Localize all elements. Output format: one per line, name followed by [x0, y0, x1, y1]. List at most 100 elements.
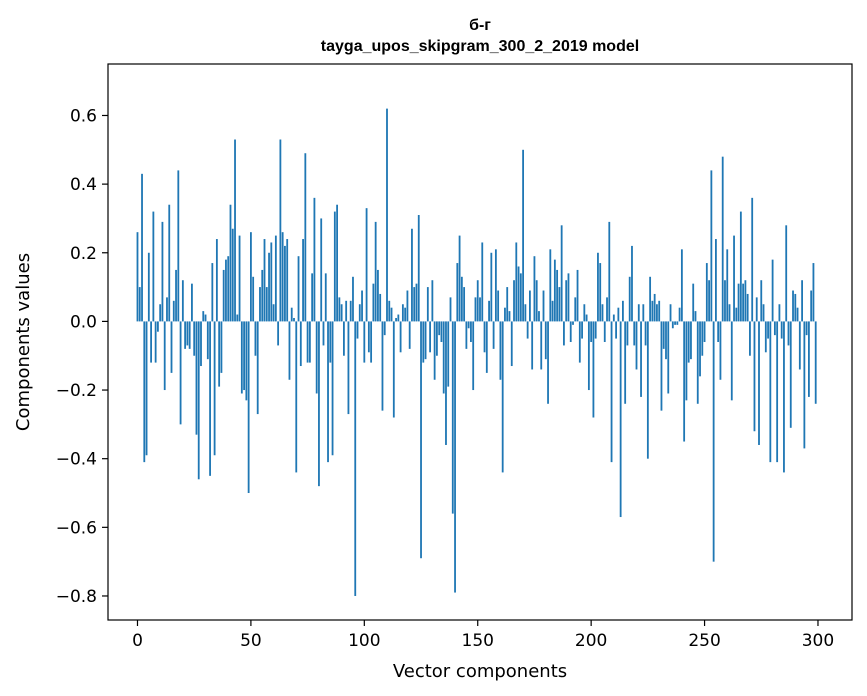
bar [715, 239, 717, 322]
bar [227, 256, 230, 322]
x-axis-label: Vector components [393, 661, 567, 682]
bar [479, 297, 481, 322]
bar [265, 287, 268, 322]
bar [367, 321, 370, 353]
bar [159, 304, 162, 322]
x-tick-label: 0 [132, 631, 143, 651]
bar [374, 221, 377, 322]
bar [315, 321, 318, 394]
bar [685, 321, 688, 401]
bar [481, 242, 484, 322]
bar [245, 321, 248, 401]
bar [635, 321, 638, 370]
bar [810, 290, 813, 322]
bar [324, 273, 327, 322]
bar [569, 321, 572, 342]
bar [764, 321, 767, 353]
bar [413, 287, 416, 322]
bar [690, 321, 692, 360]
bar [202, 311, 205, 322]
bar [610, 321, 613, 463]
bar [145, 321, 148, 456]
bar [649, 276, 652, 322]
bar [370, 321, 373, 363]
bar [188, 321, 191, 349]
bar [658, 300, 661, 322]
bar [438, 321, 441, 336]
bar [753, 321, 756, 432]
bar [565, 280, 568, 322]
bar [726, 249, 729, 322]
bar [284, 245, 286, 322]
y-tick-label: 0.4 [70, 175, 97, 195]
bar [796, 307, 799, 322]
bar [615, 321, 617, 339]
bar [676, 321, 679, 325]
y-tick-label: 0.0 [70, 312, 97, 332]
bar [218, 321, 221, 387]
chart-subtitle: tayga_upos_skipgram_300_2_2019 model [321, 38, 639, 55]
chart-title: б-г [469, 17, 491, 34]
bar [717, 321, 720, 342]
bar [721, 156, 724, 322]
bar [172, 300, 175, 322]
bar [667, 321, 670, 394]
bar [556, 269, 559, 322]
bar [653, 293, 656, 322]
bar [538, 311, 540, 322]
bar [467, 321, 470, 329]
bar [787, 321, 790, 346]
bar [152, 211, 155, 322]
axes: 0 50 100 150 200 250 300 −0.8 −0.6 −0.4 −0.2 0.0 0.2… [56, 106, 834, 651]
bar [304, 153, 307, 322]
bar [200, 321, 202, 367]
bar [356, 321, 359, 339]
bar [404, 307, 407, 322]
bar [497, 290, 500, 322]
bar [660, 321, 663, 411]
bar [510, 321, 513, 367]
bar [288, 321, 291, 380]
bar [483, 321, 486, 353]
bar [535, 280, 538, 322]
bar [529, 290, 531, 322]
bar [456, 263, 459, 322]
bar [447, 321, 450, 387]
bar [544, 321, 547, 360]
bar [515, 242, 518, 322]
bar [499, 321, 502, 380]
bar [268, 252, 270, 322]
bar [612, 314, 615, 322]
bar [354, 321, 357, 596]
bar [642, 304, 645, 322]
bar [225, 259, 227, 322]
bar [345, 300, 348, 322]
x-tick-label: 250 [688, 631, 720, 651]
bar [805, 321, 808, 336]
bar [331, 321, 334, 456]
bar [259, 287, 261, 322]
bar [431, 280, 434, 322]
bar [250, 232, 252, 322]
x-tick-label: 200 [575, 631, 607, 651]
bar [680, 249, 683, 322]
y-tick-label: −0.2 [56, 381, 97, 401]
bar [417, 215, 420, 322]
bar [719, 321, 722, 380]
bar [293, 317, 295, 322]
bar [665, 321, 667, 360]
bar [472, 321, 475, 391]
bar [343, 321, 345, 356]
bar [365, 208, 368, 322]
bar [406, 290, 409, 322]
bar [597, 252, 599, 322]
bar [136, 232, 139, 322]
bar [302, 239, 304, 322]
bar [299, 321, 302, 367]
bar [724, 280, 726, 322]
bar [594, 321, 597, 339]
bar [619, 321, 622, 518]
bar [778, 304, 781, 322]
bar [603, 321, 606, 342]
